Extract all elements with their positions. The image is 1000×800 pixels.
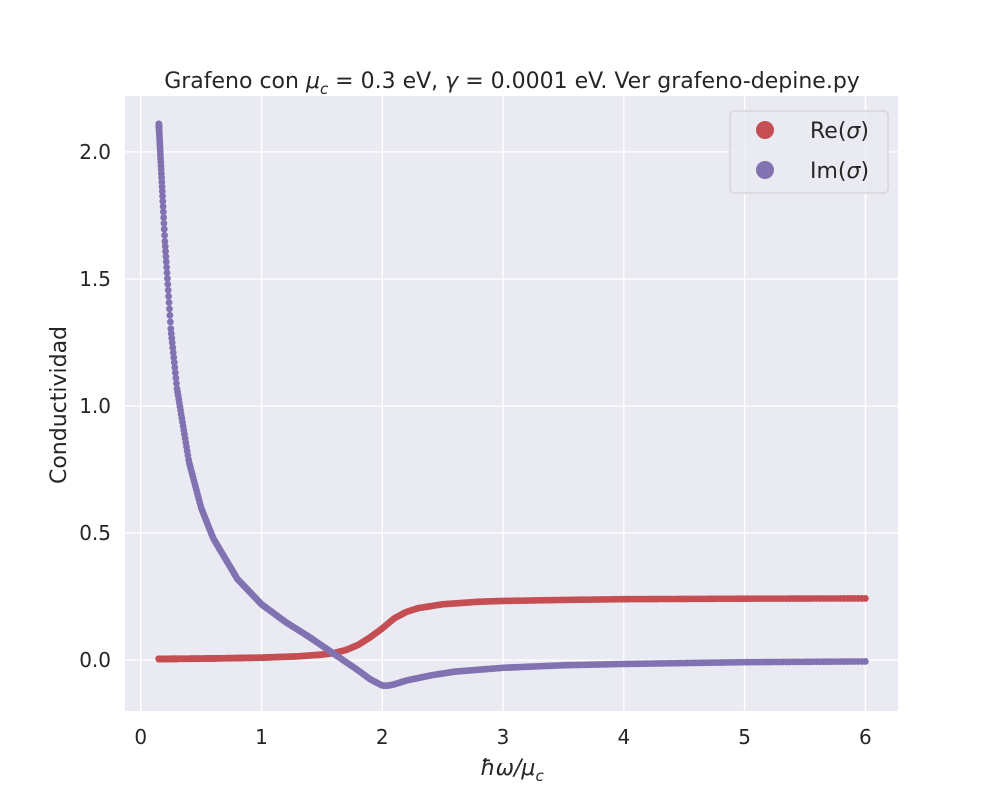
legend-label-re: Re(σ) [810,119,869,144]
data-point [171,364,179,371]
data-point [169,349,177,356]
legend: Re(σ) Im(σ) [729,110,889,194]
data-point [170,359,178,366]
data-point [165,292,173,300]
y-tick-label: 2.0 [79,140,111,164]
data-point [160,214,168,221]
data-point [159,192,166,200]
data-point [861,595,869,602]
data-point [166,311,174,319]
y-tick-label: 1.0 [79,394,111,418]
chart-title: Grafeno con μc = 0.3 eV, γ = 0.0001 eV. … [164,69,860,98]
data-point [159,203,167,210]
data-point [170,354,178,361]
data-point [171,369,179,377]
x-tick-label: 2 [376,725,389,749]
data-point [160,225,168,233]
x-tick-label: 4 [617,725,630,749]
x-tick-label: 5 [738,725,751,749]
y-axis-label: Conductividad [47,326,72,484]
data-point [161,231,168,239]
data-point [160,219,168,227]
data-point [162,258,170,266]
y-tick-labels: 0.0 0.5 1.0 1.5 2.0 [79,140,111,672]
plot-background [125,96,898,711]
x-tick-label: 1 [255,725,268,749]
data-point [861,658,869,665]
data-point [161,242,169,250]
data-point [166,305,173,313]
series-im [155,120,869,689]
legend-marker-im [756,161,774,179]
data-series [155,120,869,689]
series-re [155,595,869,663]
data-point [164,286,172,294]
data-point [163,269,171,277]
data-point [172,374,180,382]
data-point [173,379,180,387]
data-point [162,247,169,255]
data-point [164,280,172,288]
x-tick-label: 0 [134,725,147,749]
data-point [166,318,174,326]
data-point [159,208,167,216]
legend-marker-re [756,121,774,139]
x-tick-label: 3 [497,725,510,749]
y-tick-label: 1.5 [79,267,111,291]
data-point [162,253,170,260]
data-point [159,197,167,205]
y-tick-label: 0.0 [79,648,111,672]
y-tick-label: 0.5 [79,521,111,545]
legend-label-im: Im(σ) [810,159,869,184]
data-point [163,263,171,271]
x-tick-label: 6 [859,725,872,749]
x-axis-label: ħω/μc [480,756,544,785]
data-point [164,275,171,282]
data-point [158,187,166,195]
data-point [161,238,169,245]
data-point [167,325,175,333]
data-point [165,299,173,306]
x-tick-labels: 0 1 2 3 4 5 6 [134,725,871,749]
